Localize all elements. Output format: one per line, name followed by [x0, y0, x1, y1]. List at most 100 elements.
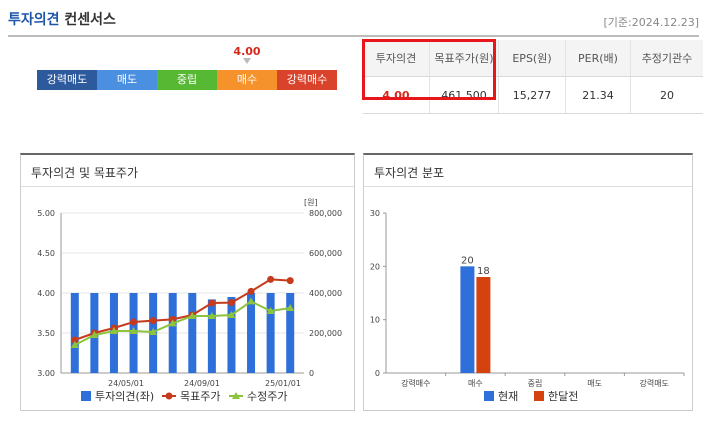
value-eps: 15,277	[498, 76, 566, 114]
bar-value-label: 18	[477, 266, 490, 277]
adjusted-price-line	[74, 300, 291, 346]
header-institution-count: 추정기관수	[630, 40, 703, 77]
target-price-point	[227, 299, 235, 307]
adjusted-price-point	[149, 328, 158, 335]
value-per: 21.34	[565, 76, 631, 114]
opinion-bar	[207, 299, 216, 373]
section-header: 투자의견 컨센서스 [기준:2024.12.23]	[0, 0, 707, 37]
adjusted-price-point	[286, 304, 295, 311]
category-label: 중립	[528, 379, 543, 388]
category-label: 매도	[587, 379, 602, 388]
consensus-header-row: 투자의견 목표주가(원) EPS(원) PER(배) 추정기관수	[363, 40, 703, 77]
title-part2: 컨센서스	[64, 12, 116, 28]
right-axis-tick: 0	[309, 369, 314, 378]
adjusted-price-point	[188, 312, 197, 319]
x-axis-tick: 25/01/01	[265, 379, 301, 388]
legend-target-label: 목표주가	[180, 390, 220, 403]
scale-segment-neutral: 중립	[157, 70, 217, 90]
right-axis-tick: 600,000	[309, 249, 342, 258]
opinion-scale-bar: 강력매도 매도 중립 매수 강력매수	[37, 70, 337, 90]
y-axis-tick: 0	[375, 369, 380, 378]
legend-adjusted-label: 수정주가	[247, 390, 287, 403]
left-panel-title: 투자의견 및 목표주가	[31, 166, 138, 180]
title-part1: 투자의견	[8, 12, 60, 28]
opinion-marker-triangle-icon	[243, 58, 251, 64]
target-price-point	[130, 318, 138, 326]
opinion-bar	[70, 293, 79, 373]
target-price-point	[247, 287, 255, 295]
opinion-target-chart: 5.00 4.50 4.00 3.50 3.00 800,000 600,000 400,0…	[37, 198, 342, 403]
legend-opinion-label: 투자의견(좌)	[95, 390, 154, 403]
target-price-point	[286, 277, 294, 285]
opinion-bar	[227, 297, 236, 373]
left-panel-divider	[21, 186, 354, 187]
adjusted-price-point	[227, 311, 236, 318]
left-axis-tick: 4.00	[37, 289, 55, 298]
highlight-box	[362, 39, 496, 100]
adjusted-price-point	[70, 341, 79, 348]
value-institution-count: 20	[630, 76, 703, 114]
left-axis-tick: 4.50	[37, 249, 55, 258]
opinion-bar	[266, 293, 275, 373]
target-price-point	[267, 275, 275, 283]
opinion-bar	[188, 293, 197, 373]
x-axis-tick: 24/05/01	[108, 379, 144, 388]
legend-current-swatch	[484, 391, 494, 401]
header-opinion: 투자의견	[363, 40, 430, 77]
left-axis-tick: 5.00	[37, 209, 55, 218]
adjusted-price-point	[90, 331, 99, 338]
opinion-bar	[168, 293, 177, 373]
consensus-value-row: 4.00 461,500 15,277 21.34 20	[363, 76, 703, 114]
right-axis-tick: 800,000	[309, 209, 342, 218]
opinion-distribution-panel: 투자의견 분포 30 20 10 0 20 18 강력매수 매수 중립 매도 강력매도 현재 한…	[363, 153, 693, 411]
target-price-point	[71, 336, 79, 344]
y-axis-tick: 30	[370, 209, 380, 218]
right-axis-tick: 400,000	[309, 289, 342, 298]
opinion-target-price-panel: 투자의견 및 목표주가 5.00 4.50 4.00 3.50 3.00 800,000…	[20, 153, 355, 411]
category-label: 강력매수	[401, 378, 430, 388]
value-target-price: 461,500	[429, 76, 499, 114]
y-axis-tick: 20	[370, 262, 380, 271]
scale-segment-strong-buy: 강력매수	[277, 70, 337, 90]
scale-segment-buy: 매수	[217, 70, 277, 90]
header-target-price: 목표주가(원)	[429, 40, 499, 77]
current-bar	[460, 266, 475, 373]
adjusted-price-point	[129, 327, 138, 334]
target-price-line	[74, 278, 291, 341]
right-panel-divider	[364, 186, 692, 187]
x-axis-tick: 24/09/01	[184, 379, 220, 388]
month-ago-bar	[476, 277, 491, 373]
bar-value-label: 20	[461, 255, 474, 266]
header-divider	[8, 35, 699, 37]
adjusted-price-point	[109, 327, 118, 334]
adjusted-price-point	[207, 312, 216, 319]
category-label: 매수	[468, 379, 483, 388]
left-axis-tick: 3.00	[37, 369, 55, 378]
target-price-point	[149, 317, 157, 325]
adjusted-price-point	[168, 319, 177, 327]
adjusted-price-point	[247, 297, 256, 305]
header-per: PER(배)	[565, 40, 631, 77]
legend-opinion-swatch	[81, 391, 91, 401]
scale-segment-sell: 매도	[97, 70, 157, 90]
left-axis-tick: 3.50	[37, 329, 55, 338]
legend-month-ago-label: 한달전	[548, 390, 578, 403]
target-price-point	[208, 299, 216, 307]
legend-target-marker-icon	[165, 392, 173, 400]
opinion-marker-value: 4.00	[233, 45, 261, 58]
opinion-bar	[247, 293, 256, 373]
opinion-bar	[286, 293, 295, 373]
right-axis-unit: [원]	[304, 198, 318, 207]
reference-date: [기준:2024.12.23]	[603, 16, 699, 29]
legend-month-ago-swatch	[534, 391, 544, 401]
legend-adjusted-marker-icon	[232, 392, 240, 399]
scale-segment-strong-sell: 강력매도	[37, 70, 97, 90]
category-label: 강력매도	[639, 378, 668, 388]
consensus-table: 투자의견 목표주가(원) EPS(원) PER(배) 추정기관수 4.00 46…	[363, 40, 703, 114]
legend-current-label: 현재	[498, 390, 518, 403]
adjusted-price-point	[266, 307, 275, 314]
header-eps: EPS(원)	[498, 40, 566, 77]
section-title: 투자의견 컨센서스	[8, 9, 116, 29]
right-panel-title: 투자의견 분포	[374, 166, 445, 180]
right-axis-tick: 200,000	[309, 329, 342, 338]
